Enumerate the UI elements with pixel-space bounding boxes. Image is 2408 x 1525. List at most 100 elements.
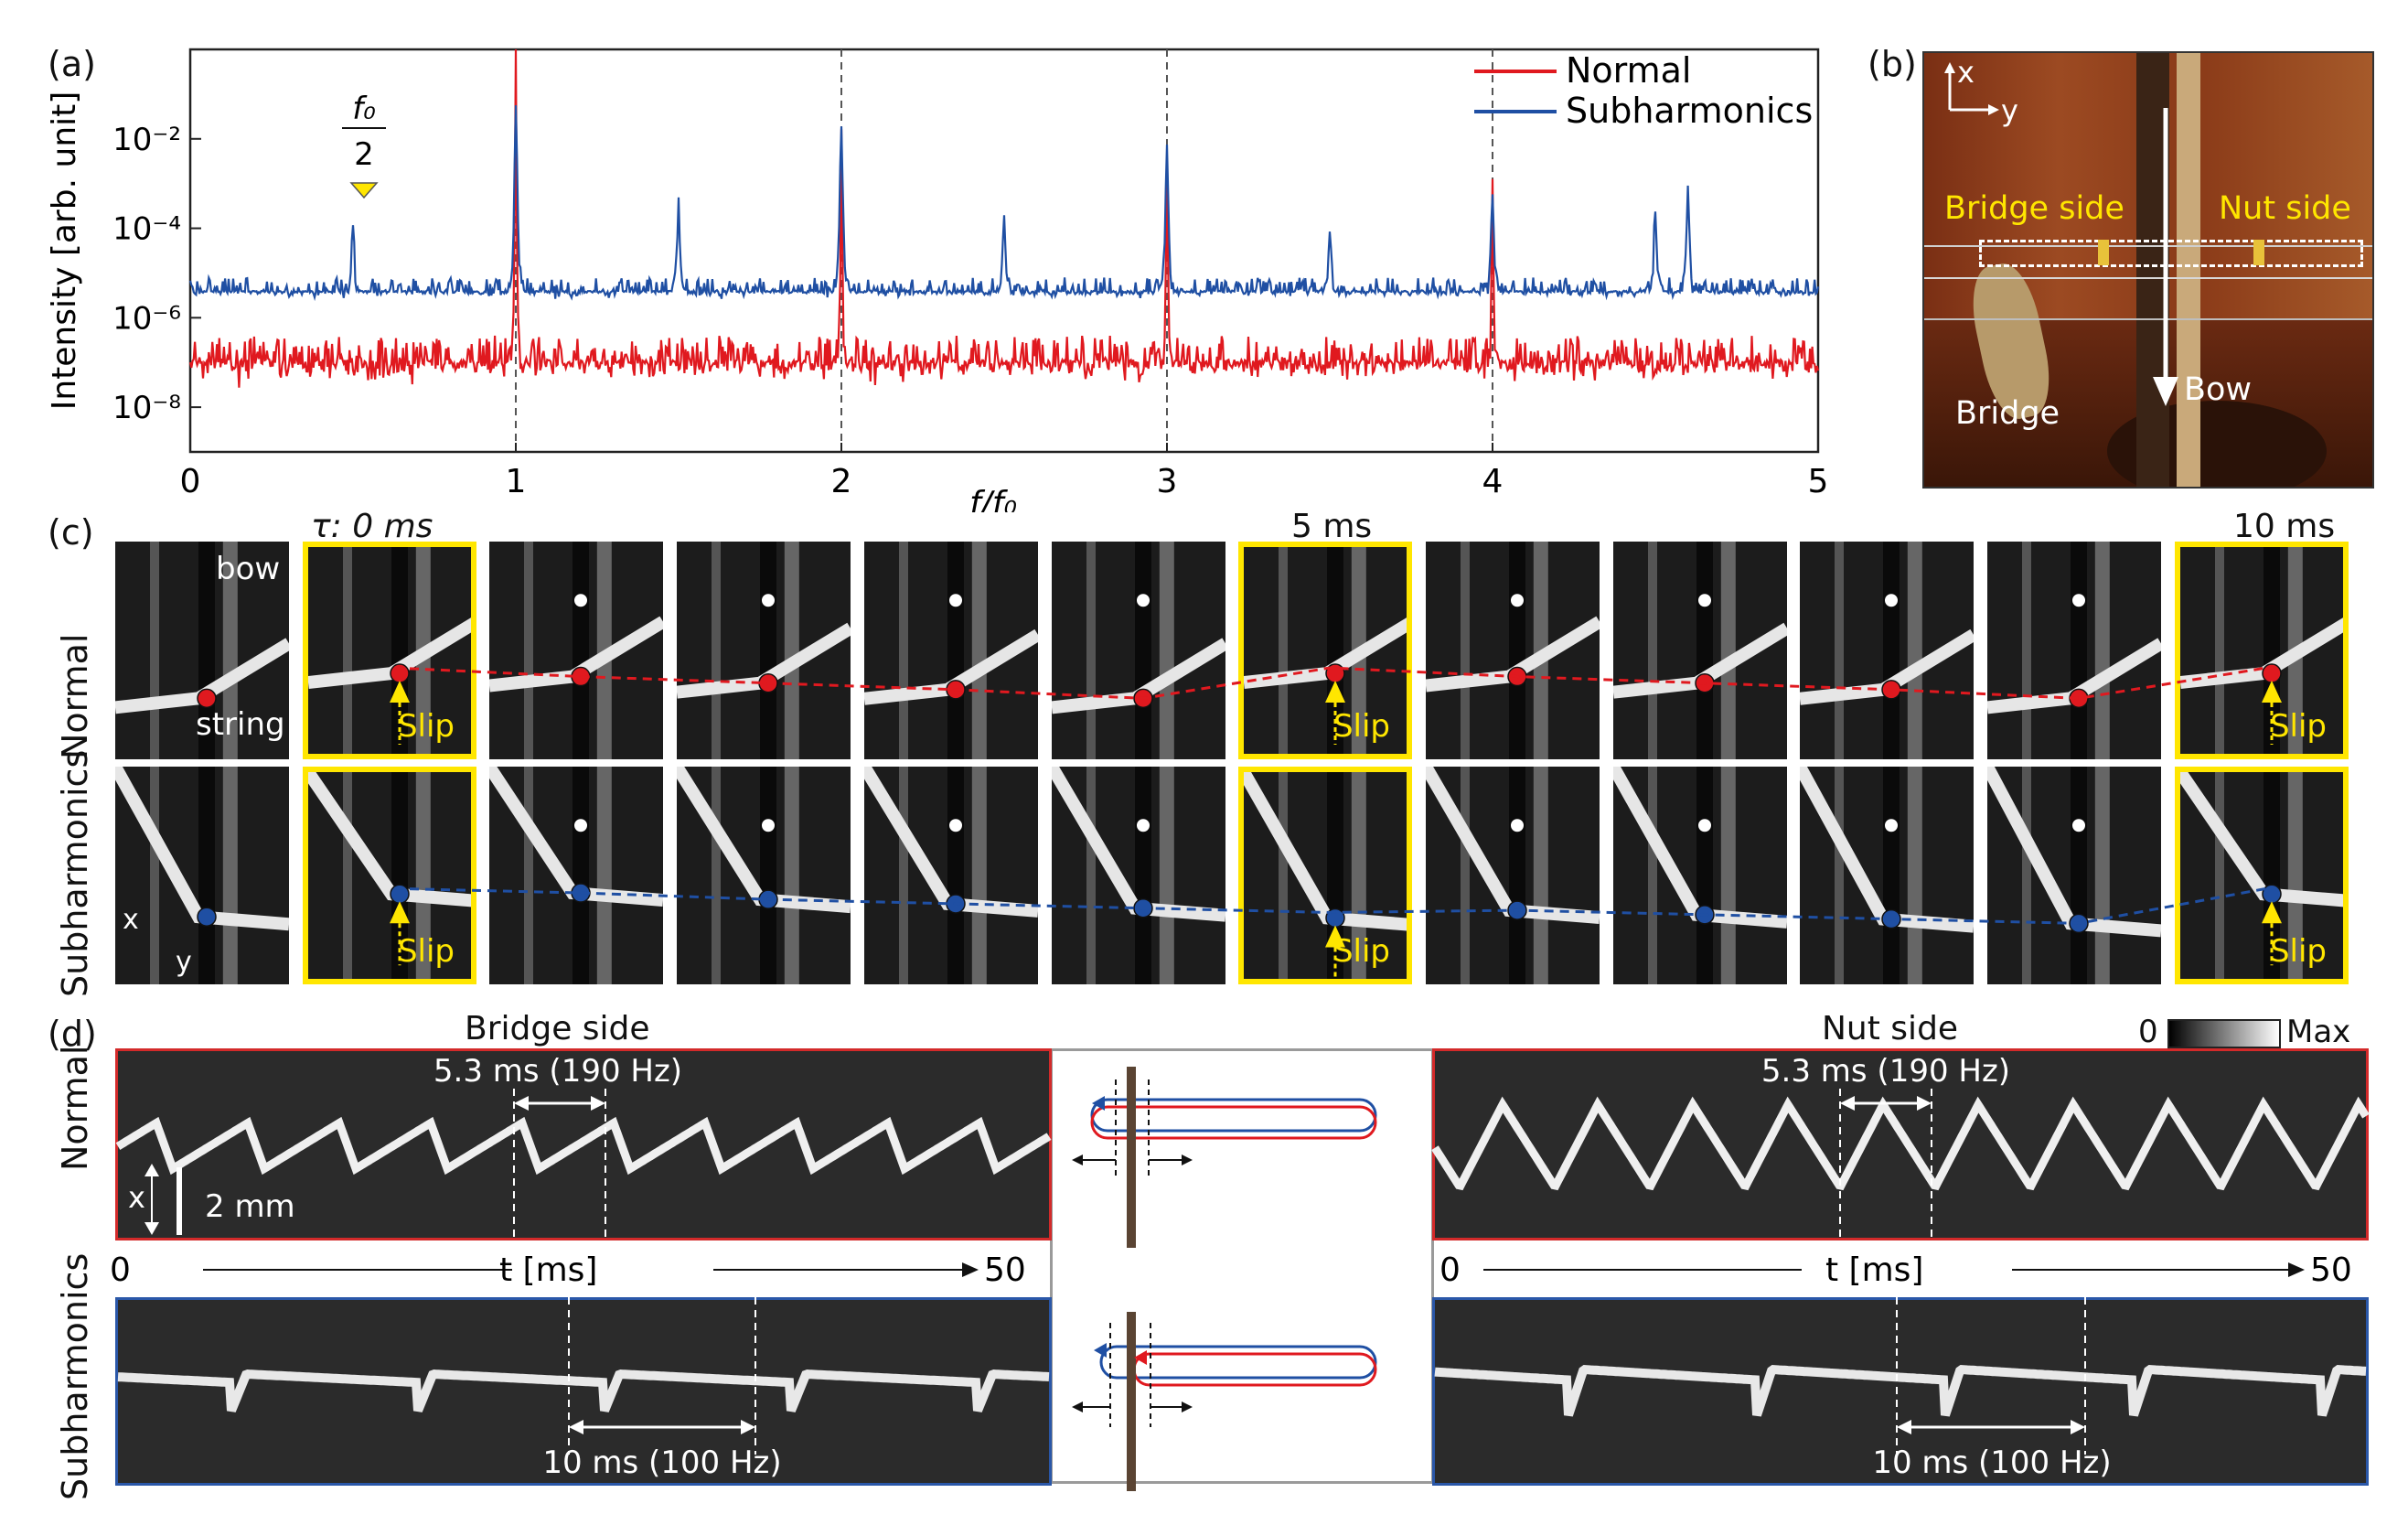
- tau-label: τ: 0 ms: [311, 508, 433, 545]
- string-line-3: [1924, 318, 2372, 320]
- t-end-left: 50: [984, 1251, 1026, 1289]
- normal-frame-11: Slip: [2175, 542, 2349, 759]
- y-ticks: 10⁻² 10⁻⁴ 10⁻⁶ 10⁻⁸: [112, 122, 201, 426]
- series-subharmonics-line: [188, 105, 1820, 302]
- frame-x-label: x: [123, 904, 139, 936]
- panel-c-label: (c): [48, 512, 94, 553]
- t-axis-left-label: t [ms]: [499, 1251, 597, 1289]
- slip-label: Slip: [2269, 933, 2327, 970]
- sub-period-markers: [568, 1297, 2086, 1455]
- roi-box: [1979, 240, 2363, 267]
- legend: Normal Subharmonics: [1474, 50, 1813, 131]
- spectrum-chart: 0 1 2 3 4 5 10⁻² 10⁻⁴ 10⁻⁶ 10⁻⁸ Normal Subharmon…: [46, 48, 1829, 512]
- panel-d-label: (d): [48, 1014, 97, 1054]
- sub-frame-2: [489, 767, 663, 984]
- normal-nut-period-label: 5.3 ms (190 Hz): [1761, 1053, 2010, 1090]
- colorbar-min-label: 0: [2138, 1014, 2158, 1050]
- string-line-1: [1924, 245, 2372, 247]
- annotation-numerator: f₀: [352, 91, 376, 127]
- photo-overlay: [1944, 62, 2178, 406]
- y-tick-label: 10⁻⁶: [112, 300, 181, 337]
- nut-side-marker: [2253, 240, 2264, 265]
- scale-bar-label: 2 mm: [205, 1188, 295, 1225]
- normal-frame-5: [1052, 542, 1225, 759]
- scale-x-label: x: [128, 1180, 145, 1215]
- violin-photo: x y Bridge side Nut side Bow Bridge: [1922, 51, 2374, 489]
- x-tick-label: 3: [1157, 463, 1178, 500]
- bow-hair: [2177, 53, 2200, 487]
- normal-frame-1: Slip: [303, 542, 476, 759]
- bow-arrow-icon: [2153, 377, 2178, 406]
- sub-bridge-period-label: 10 ms (100 Hz): [542, 1444, 781, 1481]
- panel-b-label: (b): [1868, 44, 1917, 84]
- sub-frame-7: [1426, 767, 1600, 984]
- x-tick-label: 1: [506, 463, 527, 500]
- kymo-normal-nut: [1432, 1048, 2369, 1240]
- schematic-box: [1050, 1048, 1434, 1484]
- photo-bow-label: Bow: [2184, 371, 2253, 408]
- colorbar-max-label: Max: [2286, 1014, 2351, 1050]
- photo-nut-side-label: Nut side: [2219, 190, 2351, 227]
- x-tick-label: 2: [831, 463, 852, 500]
- normal-frame-8: [1613, 542, 1787, 759]
- slip-label: Slip: [1332, 708, 1390, 745]
- x-tick-label: 5: [1808, 463, 1829, 500]
- x-tick-label: 4: [1482, 463, 1504, 500]
- t-start-right: 0: [1439, 1251, 1461, 1289]
- kymo-sub-nut: [1432, 1297, 2369, 1486]
- half-f0-annotation: f₀ 2: [342, 91, 386, 199]
- bow-schematic-bottom: [1072, 1312, 1377, 1491]
- annotation-denominator: 2: [354, 136, 374, 173]
- photo-bridge-label: Bridge: [1955, 395, 2060, 432]
- sub-frame-4: [864, 767, 1038, 984]
- slip-label: Slip: [397, 933, 455, 970]
- y-tick-label: 10⁻⁴: [112, 211, 181, 248]
- slip-label: Slip: [1332, 933, 1390, 970]
- kymograph-traces: [115, 1096, 2370, 1417]
- colorbar: [2167, 1019, 2281, 1048]
- string-line-2: [1924, 277, 2372, 279]
- bow-label: bow: [216, 551, 281, 587]
- sub-frame-11: Slip: [2175, 767, 2349, 984]
- scale-bar: x 2 mm: [128, 1164, 295, 1235]
- x-tick-label: 0: [180, 463, 201, 500]
- photo-x-label: x: [1957, 55, 1975, 90]
- slip-label: Slip: [2269, 708, 2327, 745]
- time-5ms-label: 5 ms: [1291, 508, 1373, 545]
- d-nut-side-title: Nut side: [1822, 1010, 1959, 1047]
- sub-nut-period-label: 10 ms (100 Hz): [1872, 1444, 2111, 1481]
- plot-frame: [188, 48, 1820, 454]
- sub-frame-6: Slip: [1238, 767, 1412, 984]
- time-10ms-label: 10 ms: [2233, 508, 2336, 545]
- slip-label: Slip: [397, 708, 455, 745]
- string-label: string: [196, 706, 285, 743]
- sub-frame-3: [677, 767, 851, 984]
- bridge-side-marker: [2098, 240, 2109, 265]
- normal-bridge-period-label: 5.3 ms (190 Hz): [433, 1053, 682, 1090]
- photo-y-label: y: [2001, 93, 2018, 128]
- y-tick-label: 10⁻²: [112, 122, 181, 158]
- y-arrow-icon: [1988, 104, 1999, 115]
- t-start-left: 0: [110, 1251, 131, 1289]
- y-tick-label: 10⁻⁸: [112, 390, 181, 426]
- x-arrow-icon: [1944, 62, 1955, 73]
- y-axis-label: Intensity [arb. unit]: [46, 91, 83, 411]
- bow-schematic-top: [1072, 1067, 1377, 1248]
- frame-y-label: y: [176, 946, 192, 978]
- normal-frame-7: [1426, 542, 1600, 759]
- series-normal-line: [188, 48, 1820, 388]
- panel-a-label: (a): [48, 44, 96, 84]
- sub-frame-10: [1987, 767, 2161, 984]
- normal-frame-0: bow string: [115, 542, 289, 759]
- x-axis-label: f/f₀: [969, 485, 1017, 512]
- legend-normal-label: Normal: [1566, 50, 1692, 91]
- marker-triangle-icon: [349, 182, 379, 199]
- d-bridge-side-title: Bridge side: [465, 1010, 650, 1047]
- x-ticks: 0 1 2 3 4 5: [180, 443, 1829, 500]
- photo-bridge-side-label: Bridge side: [1944, 190, 2124, 227]
- legend-subharmonics-label: Subharmonics: [1566, 91, 1813, 131]
- time-axis-left: 0 t [ms] 50: [110, 1251, 1026, 1289]
- kymo-sub-bridge: [115, 1297, 1052, 1486]
